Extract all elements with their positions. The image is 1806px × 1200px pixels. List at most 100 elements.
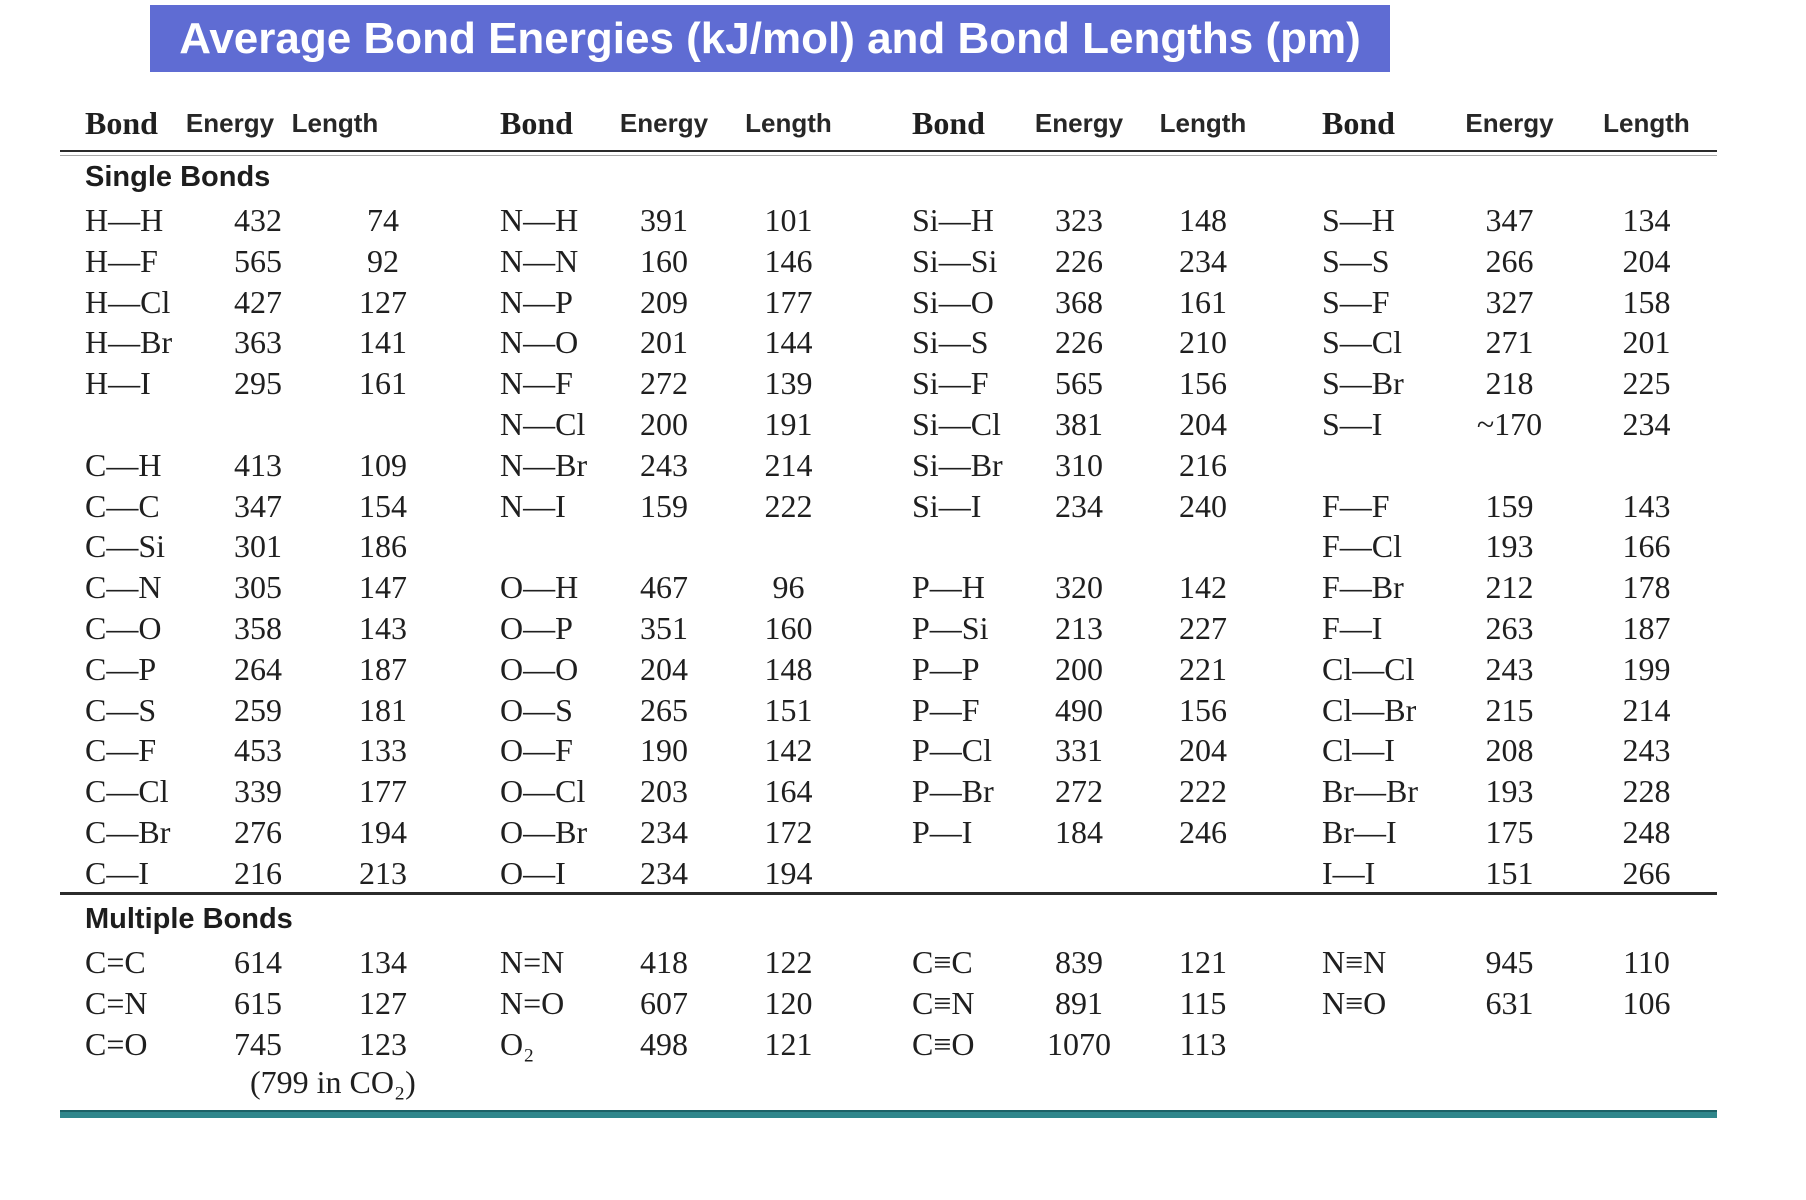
- length-value: 127: [359, 984, 407, 1021]
- table-row: C=O 745 123 O₂ 498 121 C≡O 1070 113: [60, 1024, 1717, 1065]
- bond-cell: H—I: [85, 365, 151, 402]
- single-bonds-rows: H—H 432 74 N—H 391 101 Si—H 323 148 S—H 347 134 H—F 5…: [60, 200, 1717, 894]
- column-header-length: Length: [291, 108, 379, 138]
- header-rule: [60, 150, 1717, 152]
- bond-cell: C≡C: [912, 944, 973, 980]
- length-value: 199: [1622, 650, 1671, 687]
- bond-cell: S—H: [1322, 202, 1395, 238]
- length-value: 151: [764, 691, 813, 728]
- length-value: 156: [1179, 365, 1227, 402]
- energy-value: 745: [234, 1025, 282, 1062]
- energy-value: 565: [234, 242, 282, 279]
- bond-cell: Si—Br: [912, 446, 1003, 483]
- table-row: H—F 565 92 N—N 160 146 Si—Si 226 234 S—S 266 204: [60, 241, 1717, 282]
- energy-value: 381: [1055, 405, 1103, 442]
- table-row: C—H 413 109 N—Br 243 214 Si—Br 310 216: [60, 445, 1717, 486]
- bond-cell: O—F: [500, 732, 573, 769]
- energy-value: 243: [1485, 650, 1534, 687]
- bond-cell: O—O: [500, 650, 579, 687]
- length-value: 178: [1622, 569, 1671, 606]
- length-value: 141: [359, 324, 407, 361]
- length-value: 222: [1179, 773, 1227, 810]
- length-value: 213: [359, 854, 407, 891]
- energy-value: [1019, 526, 1139, 567]
- length-value: [1576, 445, 1717, 486]
- bond-cell: C—Si: [85, 528, 166, 565]
- bond-cell: Si—Si: [912, 242, 998, 279]
- length-value: 191: [764, 405, 813, 442]
- length-value: 201: [1622, 324, 1671, 361]
- bond-cell: O—I: [500, 854, 566, 891]
- bond-cell: N—F: [500, 365, 573, 402]
- energy-value: 234: [1055, 487, 1103, 524]
- bond-cell: O—Cl: [500, 773, 586, 810]
- column-header-length: Length: [1603, 108, 1690, 138]
- length-value: 106: [1622, 984, 1671, 1021]
- bond-cell: C=C: [85, 944, 146, 980]
- length-value: 172: [764, 813, 813, 850]
- energy-value: 263: [1485, 609, 1534, 646]
- table-row: H—H 432 74 N—H 391 101 Si—H 323 148 S—H 347 134: [60, 200, 1717, 241]
- length-value: 142: [1179, 569, 1227, 606]
- energy-value: 216: [234, 854, 282, 891]
- energy-value: 295: [234, 365, 282, 402]
- energy-value: 190: [640, 732, 688, 769]
- energy-value: 565: [1055, 365, 1103, 402]
- energy-value: 327: [1485, 283, 1534, 320]
- bond-cell: N=N: [500, 944, 565, 980]
- length-value: 187: [1622, 609, 1671, 646]
- length-value: 194: [764, 854, 813, 891]
- energy-value: 175: [1485, 813, 1534, 850]
- table-row: C—C 347 154 N—I 159 222 Si—I 234 240 F—F 159 143: [60, 486, 1717, 527]
- bond-cell: I—I: [1322, 854, 1376, 891]
- section-label-single-bonds: Single Bonds: [85, 161, 271, 193]
- length-value: 143: [359, 609, 407, 646]
- length-value: 143: [1622, 487, 1671, 524]
- energy-value: 160: [640, 242, 688, 279]
- bond-cell: C≡N: [912, 984, 975, 1021]
- bond-cell: C≡O: [912, 1025, 975, 1062]
- energy-value: 427: [234, 283, 282, 320]
- length-value: 210: [1179, 324, 1227, 361]
- energy-value: 234: [640, 854, 688, 891]
- energy-value: 891: [1055, 984, 1103, 1021]
- bond-cell: F—Cl: [1322, 528, 1403, 565]
- length-value: 161: [1179, 283, 1227, 320]
- energy-value: 347: [234, 487, 282, 524]
- length-value: 246: [1179, 813, 1227, 850]
- energy-value: 490: [1055, 691, 1103, 728]
- energy-value: 323: [1055, 202, 1103, 238]
- energy-value: 363: [234, 324, 282, 361]
- length-value: 181: [359, 691, 407, 728]
- length-value: 144: [764, 324, 813, 361]
- bottom-accent-line: [60, 1110, 1717, 1118]
- length-value: 204: [1622, 242, 1671, 279]
- bond-cell: P—Cl: [912, 732, 993, 769]
- energy-value: 259: [234, 691, 282, 728]
- bond-cell: C=N: [85, 984, 148, 1021]
- table-row: C—S 259 181 O—S 265 151 P—F 490 156 Cl—Br 215 214: [60, 690, 1717, 731]
- length-value: 121: [764, 1025, 813, 1062]
- column-header-bond: Bond: [1322, 105, 1395, 141]
- length-value: 222: [764, 487, 813, 524]
- bond-cell: C—Cl: [85, 773, 169, 810]
- energy-value: 391: [640, 202, 688, 238]
- length-value: 194: [359, 813, 407, 850]
- bond-cell: [853, 526, 1019, 567]
- length-value: 154: [359, 487, 407, 524]
- energy-value: 347: [1485, 202, 1534, 238]
- energy-value: 368: [1055, 283, 1103, 320]
- bond-cell: F—F: [1322, 487, 1390, 524]
- length-value: 234: [1179, 242, 1227, 279]
- energy-value: 331: [1055, 732, 1103, 769]
- energy-value: 310: [1055, 446, 1103, 483]
- bond-cell: H—Br: [85, 324, 173, 361]
- energy-value: 264: [234, 650, 282, 687]
- bond-cell: C—C: [85, 487, 160, 524]
- bond-cell: C—P: [85, 650, 157, 687]
- length-value: 133: [359, 732, 407, 769]
- energy-value: 467: [640, 569, 688, 606]
- length-value: 227: [1179, 609, 1227, 646]
- length-value: 109: [359, 446, 407, 483]
- bond-cell: N≡O: [1322, 984, 1387, 1021]
